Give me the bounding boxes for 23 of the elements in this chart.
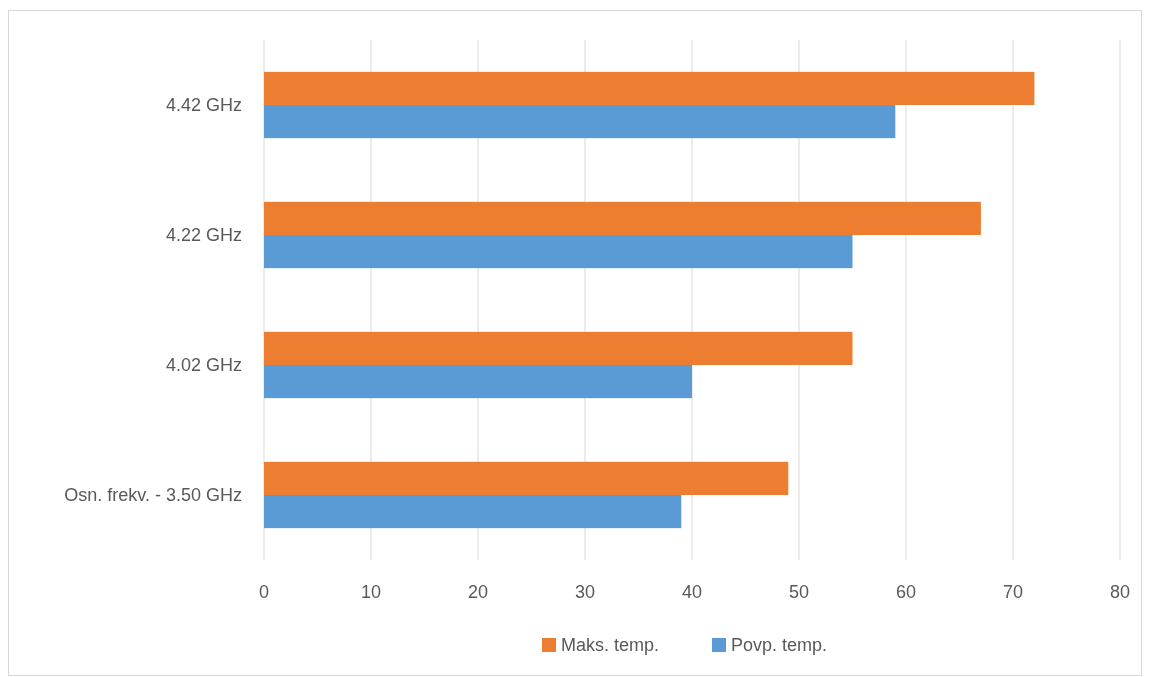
x-tick-label: 40 — [681, 582, 703, 602]
y-tick-label: Osn. frekv. - 3.50 GHz — [64, 485, 242, 505]
x-tick-label: 80 — [1109, 582, 1131, 602]
legend-label: Maks. temp. — [561, 635, 660, 655]
x-tick-label: 20 — [467, 582, 489, 602]
x-tick-label: 0 — [258, 582, 270, 602]
x-tick-label: 60 — [895, 582, 917, 602]
bar — [264, 235, 853, 269]
y-tick-label: 4.22 GHz — [165, 225, 242, 245]
y-tick-label: 4.02 GHz — [165, 355, 242, 375]
legend-label: Povp. temp. — [731, 635, 828, 655]
x-tick-label: 10 — [360, 582, 382, 602]
y-tick-label: 4.42 GHz — [165, 95, 242, 115]
bar — [264, 105, 896, 139]
bar — [264, 331, 853, 365]
x-tick-label: 30 — [574, 582, 596, 602]
bar — [264, 201, 981, 235]
bar — [264, 71, 1035, 105]
bar — [264, 365, 692, 399]
x-tick-label: 70 — [1002, 582, 1024, 602]
bar — [264, 495, 682, 529]
bar — [264, 461, 789, 495]
x-tick-label: 50 — [788, 582, 810, 602]
